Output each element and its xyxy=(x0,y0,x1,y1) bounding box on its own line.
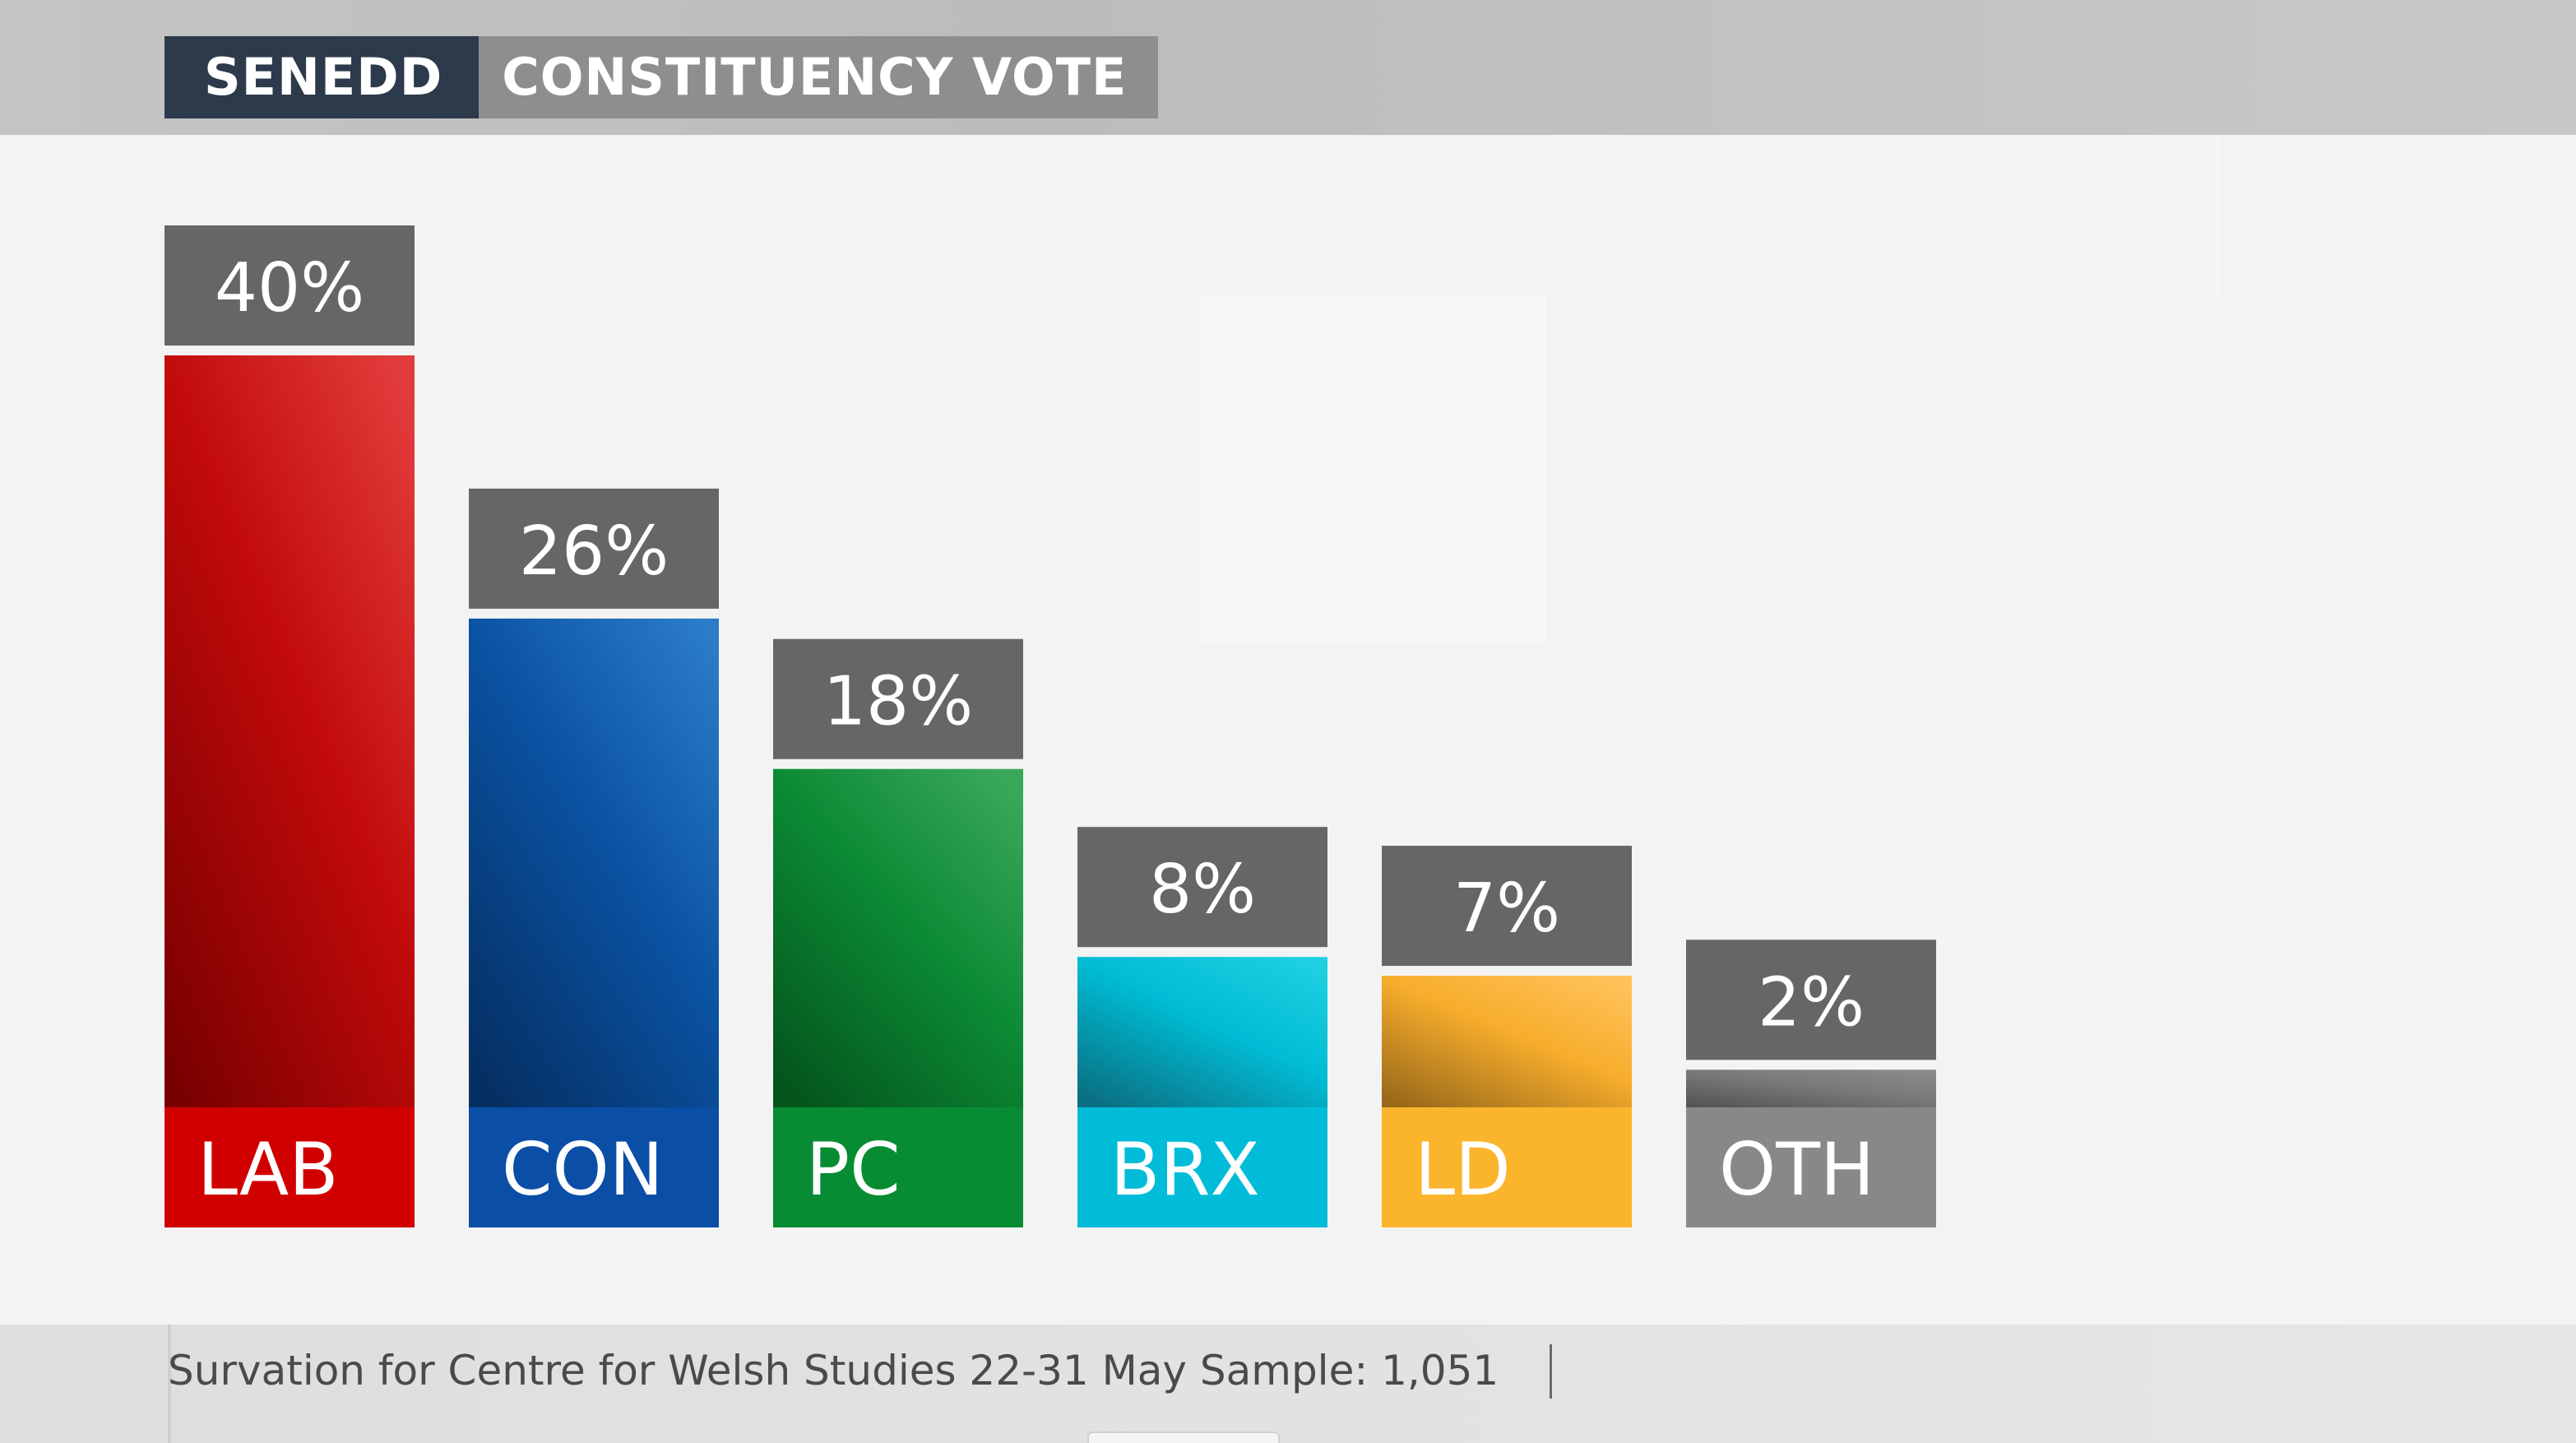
source-divider xyxy=(1550,1344,1552,1399)
bar-con xyxy=(469,618,719,1107)
value-label-pc: 18% xyxy=(823,663,973,741)
value-box-ld xyxy=(1382,846,1632,967)
value-label-oth: 2% xyxy=(1758,963,1865,1042)
footer-tab xyxy=(1087,1431,1280,1443)
bar-oth xyxy=(1686,1069,1936,1107)
value-box-oth xyxy=(1686,940,1936,1060)
value-label-con: 26% xyxy=(519,513,669,591)
bar-pc xyxy=(773,768,1023,1107)
category-label-brx: BRX xyxy=(1110,1127,1260,1212)
category-label-oth: OTH xyxy=(1719,1127,1874,1212)
category-strip-pc xyxy=(773,1107,1023,1227)
background-tile xyxy=(1546,135,2221,296)
bars-layer: LAB 40% CON 26% PC 18% BRX 8% LD 7% OTH 2% xyxy=(164,225,1936,1227)
value-label-ld: 7% xyxy=(1453,870,1560,948)
value-box-lab xyxy=(164,225,415,346)
category-label-lab: LAB xyxy=(197,1127,339,1212)
chart-panel xyxy=(0,135,2576,1325)
bar-ld xyxy=(1382,976,1632,1107)
category-label-ld: LD xyxy=(1415,1127,1511,1212)
bar-lab xyxy=(164,355,415,1107)
bar-chart: LAB 40% CON 26% PC 18% BRX 8% LD 7% OTH 2% xyxy=(164,225,1936,1227)
category-label-pc: PC xyxy=(806,1127,901,1212)
footer-edge xyxy=(168,1325,171,1443)
bar-brx xyxy=(1077,957,1327,1107)
title-secondary: CONSTITUENCY VOTE xyxy=(479,36,1159,118)
category-strip-lab xyxy=(164,1107,415,1227)
category-label-con: CON xyxy=(502,1127,664,1212)
category-strip-con xyxy=(469,1107,719,1227)
value-label-brx: 8% xyxy=(1149,851,1256,929)
value-box-pc xyxy=(773,638,1023,759)
title-primary: SENEDD xyxy=(164,36,480,118)
value-label-lab: 40% xyxy=(215,249,364,327)
footer-band xyxy=(0,1325,2576,1443)
background-tile xyxy=(1201,296,1546,642)
value-box-con xyxy=(469,488,719,609)
category-strip-brx xyxy=(1077,1107,1327,1227)
category-strip-oth xyxy=(1686,1107,1936,1227)
value-box-brx xyxy=(1077,827,1327,948)
category-strip-ld xyxy=(1382,1107,1632,1227)
chart-title: SENEDD CONSTITUENCY VOTE xyxy=(164,36,1159,118)
source-note: Survation for Centre for Welsh Studies 2… xyxy=(168,1347,1499,1394)
background-tile xyxy=(1892,642,2576,987)
